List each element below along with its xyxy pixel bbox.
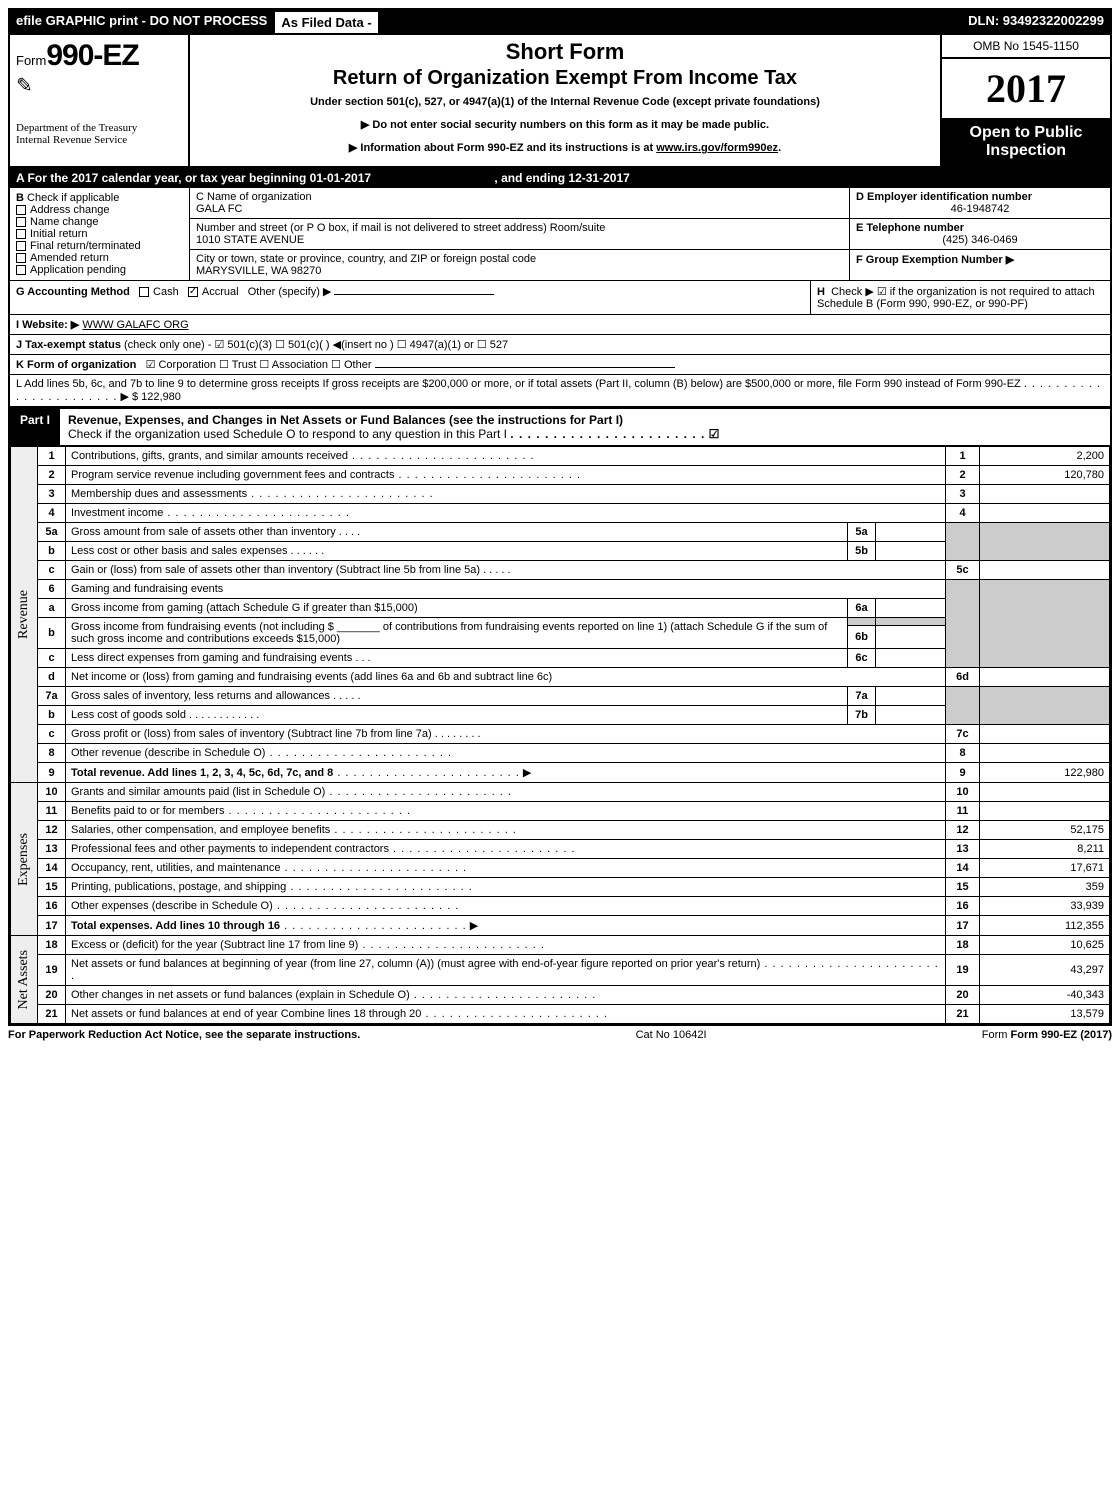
c-street-value: 1010 STATE AVENUE — [196, 234, 843, 246]
line-10-amount — [980, 783, 1110, 802]
line-3-amount — [980, 485, 1110, 504]
row-i: I Website: ▶ WWW GALAFC ORG — [10, 315, 1110, 335]
efile-label: efile GRAPHIC print - DO NOT PROCESS — [10, 10, 273, 35]
checkbox-final-return[interactable] — [16, 241, 26, 251]
side-label-revenue: Revenue — [16, 590, 32, 639]
row-l: L Add lines 5b, 6c, and 7b to line 9 to … — [10, 375, 1110, 407]
treasury-2: Internal Revenue Service — [16, 134, 182, 146]
checkbox-amended-return[interactable] — [16, 253, 26, 263]
row-k: K Form of organization ☑ Corporation ☐ T… — [10, 355, 1110, 375]
d-value: 46-1948742 — [856, 203, 1104, 215]
line-15-amount: 359 — [980, 878, 1110, 897]
section-abcdef: B Check if applicable Address change Nam… — [10, 188, 1110, 281]
c-city-label: City or town, state or province, country… — [196, 253, 843, 265]
row-g: G Accounting Method Cash Accrual Other (… — [10, 281, 1110, 315]
line-14-amount: 17,671 — [980, 859, 1110, 878]
line-1-amount: 2,200 — [980, 447, 1110, 466]
header: Form990-EZ ✎ Department of the Treasury … — [10, 35, 1110, 168]
line-13-amount: 8,211 — [980, 840, 1110, 859]
row-j: J Tax-exempt status (check only one) - ☑… — [10, 335, 1110, 355]
line-17-amount: 112,355 — [980, 916, 1110, 936]
col-c: C Name of organization GALA FC Number an… — [190, 188, 850, 280]
form-number: 990-EZ — [46, 39, 138, 72]
c-name-value: GALA FC — [196, 203, 843, 215]
footer-right: Form Form 990-EZ (2017) — [982, 1029, 1112, 1041]
line-9-amount: 122,980 — [980, 763, 1110, 783]
form-prefix: Form — [16, 53, 46, 68]
d-label: D Employer identification number — [856, 191, 1032, 203]
col-def: D Employer identification number 46-1948… — [850, 188, 1110, 280]
line-4-amount — [980, 504, 1110, 523]
footer-center: Cat No 10642I — [360, 1029, 981, 1041]
checkbox-name-change[interactable] — [16, 217, 26, 227]
h-text: Check ▶ ☑ if the organization is not req… — [817, 286, 1095, 310]
footer-left: For Paperwork Reduction Act Notice, see … — [8, 1029, 360, 1041]
top-bar: efile GRAPHIC print - DO NOT PROCESS As … — [10, 10, 1110, 35]
side-label-netassets: Net Assets — [16, 950, 32, 1010]
header-left: Form990-EZ ✎ Department of the Treasury … — [10, 35, 190, 166]
line-19-amount: 43,297 — [980, 955, 1110, 986]
line-21-amount: 13,579 — [980, 1005, 1110, 1024]
line-18-amount: 10,625 — [980, 936, 1110, 955]
line-2-amount: 120,780 — [980, 466, 1110, 485]
section-a-bar: A For the 2017 calendar year, or tax yea… — [10, 168, 1110, 188]
checkbox-address-change[interactable] — [16, 205, 26, 215]
checkbox-cash[interactable] — [139, 287, 149, 297]
as-filed-label: As Filed Data - — [273, 10, 379, 35]
irs-link[interactable]: www.irs.gov/form990ez — [656, 142, 778, 154]
part-1-header: Part I Revenue, Expenses, and Changes in… — [10, 407, 1110, 446]
c-city-value: MARYSVILLE, WA 98270 — [196, 265, 843, 277]
line-16-amount: 33,939 — [980, 897, 1110, 916]
header-center: Short Form Return of Organization Exempt… — [190, 35, 940, 166]
line-8-amount — [980, 744, 1110, 763]
part-1-label: Part I — [10, 409, 60, 445]
line-20-amount: -40,343 — [980, 986, 1110, 1005]
tax-year: 2017 — [942, 59, 1110, 118]
line-5c-amount — [980, 561, 1110, 580]
form-container: efile GRAPHIC print - DO NOT PROCESS As … — [8, 8, 1112, 1026]
note-1: ▶ Do not enter social security numbers o… — [198, 118, 932, 131]
part-1-title: Revenue, Expenses, and Changes in Net As… — [60, 409, 1110, 445]
short-form-title: Short Form — [198, 39, 932, 65]
c-street-label: Number and street (or P O box, if mail i… — [196, 222, 843, 234]
checkbox-initial-return[interactable] — [16, 229, 26, 239]
c-name-label: C Name of organization — [196, 191, 843, 203]
e-value: (425) 346-0469 — [856, 234, 1104, 246]
subtitle: Under section 501(c), 527, or 4947(a)(1)… — [198, 96, 932, 108]
dln-label: DLN: 93492322002299 — [962, 10, 1110, 35]
website-link[interactable]: WWW GALAFC ORG — [82, 319, 188, 331]
footer: For Paperwork Reduction Act Notice, see … — [8, 1026, 1112, 1044]
main-title: Return of Organization Exempt From Incom… — [198, 67, 932, 90]
note-2: ▶ Information about Form 990-EZ and its … — [198, 141, 932, 154]
line-6d-amount — [980, 668, 1110, 687]
col-b: B Check if applicable Address change Nam… — [10, 188, 190, 280]
omb-label: OMB No 1545-1150 — [942, 35, 1110, 59]
line-12-amount: 52,175 — [980, 821, 1110, 840]
line-7c-amount — [980, 725, 1110, 744]
checkbox-accrual[interactable] — [188, 287, 198, 297]
header-right: OMB No 1545-1150 2017 Open to Public Ins… — [940, 35, 1110, 166]
checkbox-app-pending[interactable] — [16, 265, 26, 275]
f-label: F Group Exemption Number ▶ — [856, 254, 1014, 266]
side-label-expenses: Expenses — [16, 833, 32, 886]
part-1-table: Revenue 1 Contributions, gifts, grants, … — [10, 446, 1110, 1024]
e-label: E Telephone number — [856, 222, 964, 234]
line-11-amount — [980, 802, 1110, 821]
inspection-badge: Open to Public Inspection — [942, 118, 1110, 166]
treasury-1: Department of the Treasury — [16, 122, 182, 134]
